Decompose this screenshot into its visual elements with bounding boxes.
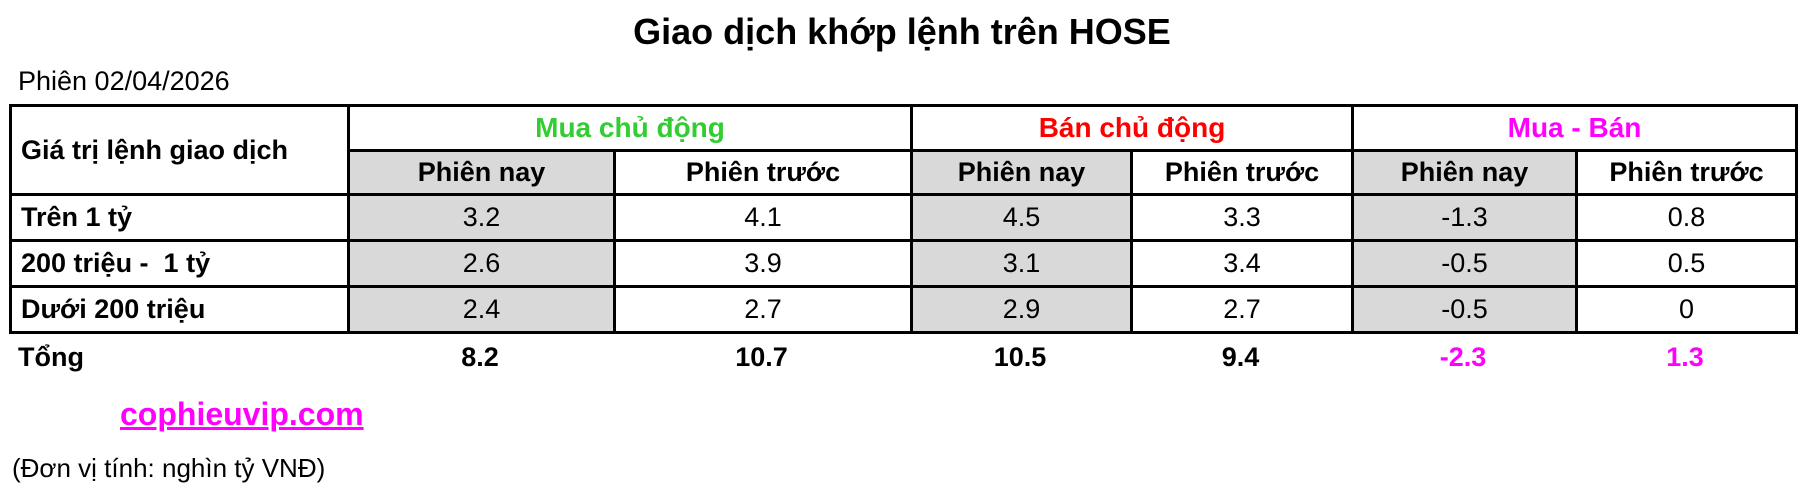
cell-buy-previous: 2.7: [612, 285, 914, 334]
group-header-row: Giá trị lệnh giao dịch Mua chủ động Bán …: [9, 104, 1799, 196]
site-link[interactable]: cophieuvip.com: [120, 396, 364, 432]
cell-sell-current: 3.1: [910, 239, 1134, 288]
subheader-row: Phiên nay Phiên trước Phiên nay Phiên tr…: [11, 149, 1799, 196]
unit-note: (Đơn vị tính: nghìn tỷ VNĐ): [12, 453, 326, 483]
row-label: Dưới 200 triệu: [9, 285, 350, 334]
cell-net-current: -0.5: [1351, 285, 1579, 334]
group-header-active-buy: Mua chủ động: [346, 104, 914, 152]
row-header-order-value: Giá trị lệnh giao dịch: [9, 104, 350, 196]
total-buy-previous: 10.7: [735, 342, 788, 372]
table-row-200m-to-1b: 200 triệu - 1 tỷ 2.6 3.9 3.1 3.4 -0.5 0.…: [9, 239, 1799, 288]
cell-net-previous: 0: [1575, 285, 1799, 334]
cell-sell-previous: 2.7: [1130, 285, 1355, 334]
total-row: Tổng 8.2 10.7 10.5 9.4 -2.3 1.3: [9, 334, 1795, 381]
cell-buy-current: 2.6: [347, 239, 616, 288]
cell-buy-current: 2.4: [347, 285, 616, 334]
trading-table: Giá trị lệnh giao dịch Mua chủ động Bán …: [9, 104, 1799, 334]
cell-buy-current: 3.2: [347, 193, 616, 242]
cell-sell-current: 2.9: [910, 285, 1134, 334]
total-label: Tổng: [18, 342, 84, 372]
total-buy-current: 8.2: [461, 342, 499, 372]
subheader-sell-previous-session: Phiên trước: [1130, 149, 1355, 196]
row-label: Trên 1 tỷ: [9, 193, 350, 242]
cell-net-current: -0.5: [1351, 239, 1579, 288]
group-header-active-sell: Bán chủ động: [910, 104, 1355, 152]
subheader-buy-previous-session: Phiên trước: [612, 149, 914, 196]
total-sell-previous: 9.4: [1221, 342, 1260, 372]
cell-net-current: -1.3: [1351, 193, 1579, 242]
table-row-under-200m: Dưới 200 triệu 2.4 2.7 2.9 2.7 -0.5 0: [9, 285, 1799, 334]
cell-sell-current: 4.5: [910, 193, 1134, 242]
subheader-net-previous-session: Phiên trước: [1575, 149, 1799, 196]
subheader-buy-current-session: Phiên nay: [347, 149, 616, 196]
cell-net-previous: 0.8: [1575, 193, 1799, 242]
table-row-over-1b: Trên 1 tỷ 3.2 4.1 4.5 3.3 -1.3 0.8: [9, 193, 1799, 242]
total-net-current: -2.3: [1439, 342, 1487, 372]
subheader-net-current-session: Phiên nay: [1351, 149, 1579, 196]
cell-buy-previous: 3.9: [612, 239, 914, 288]
row-label: 200 triệu - 1 tỷ: [9, 239, 350, 288]
group-header-buy-minus-sell: Mua - Bán: [1351, 104, 1799, 152]
cell-buy-previous: 4.1: [612, 193, 914, 242]
total-sell-current: 10.5: [993, 342, 1047, 372]
total-net-previous: 1.3: [1666, 342, 1704, 372]
cell-net-previous: 0.5: [1575, 239, 1799, 288]
subheader-sell-current-session: Phiên nay: [910, 149, 1134, 196]
cell-sell-previous: 3.4: [1130, 239, 1355, 288]
cell-sell-previous: 3.3: [1130, 193, 1355, 242]
session-date: Phiên 02/04/2026: [18, 66, 230, 96]
page-title: Giao dịch khớp lệnh trên HOSE: [633, 11, 1171, 52]
